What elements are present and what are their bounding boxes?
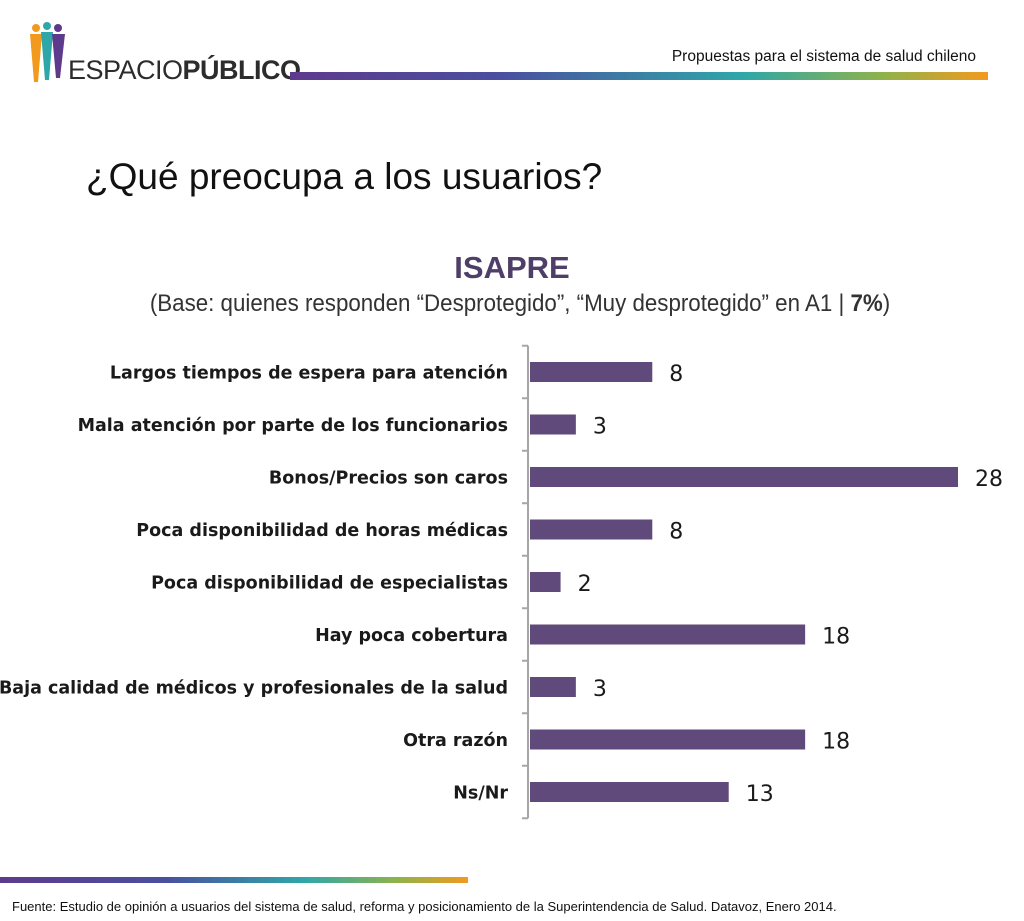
source-note: Fuente: Estudio de opinión a usuarios de… [12, 899, 837, 914]
category-label: Hay poca cobertura [315, 626, 508, 646]
bar [530, 572, 561, 592]
bar [530, 782, 729, 802]
header-gradient-rule [290, 72, 988, 80]
logo-figures-icon [30, 22, 65, 82]
category-label: Poca disponibilidad de especialistas [151, 574, 508, 594]
category-label: Baja calidad de médicos y profesionales … [0, 679, 508, 699]
data-label: 8 [669, 520, 683, 545]
bar [530, 467, 958, 487]
chart-subtitle: (Base: quienes responden “Desprotegido”,… [149, 290, 891, 317]
bar [530, 414, 576, 435]
chart-title: ISAPRE [454, 250, 570, 285]
category-label: Ns/Nr [453, 784, 508, 804]
bar [530, 362, 653, 382]
data-label: 3 [593, 415, 607, 440]
data-label: 3 [593, 677, 607, 702]
data-label: 8 [669, 362, 683, 387]
category-label: Bonos/Precios son caros [269, 469, 508, 489]
footer-gradient-rule [0, 877, 468, 883]
espacio-publico-logo: ESPACIOPÚBLICO [28, 22, 301, 86]
category-label: Largos tiempos de espera para atención [110, 364, 508, 384]
bar [530, 677, 576, 697]
bar-chart: Largos tiempos de espera para atención 8 M… [0, 344, 1003, 820]
data-label: 13 [746, 782, 774, 807]
data-label: 18 [822, 730, 850, 755]
header-subtitle: Propuestas para el sistema de salud chil… [671, 48, 976, 65]
logo-text: ESPACIOPÚBLICO [68, 55, 301, 85]
data-label: 18 [822, 625, 850, 650]
page-title: ¿Qué preocupa a los usuarios? [86, 156, 603, 197]
category-label: Otra razón [403, 731, 508, 751]
category-label: Poca disponibilidad de horas médicas [136, 521, 508, 541]
bar [530, 729, 806, 750]
data-label: 2 [578, 572, 592, 597]
category-label: Mala atención por parte de los funcionar… [78, 416, 508, 436]
bar [530, 519, 653, 540]
data-label: 28 [975, 467, 1003, 492]
bar [530, 624, 806, 645]
